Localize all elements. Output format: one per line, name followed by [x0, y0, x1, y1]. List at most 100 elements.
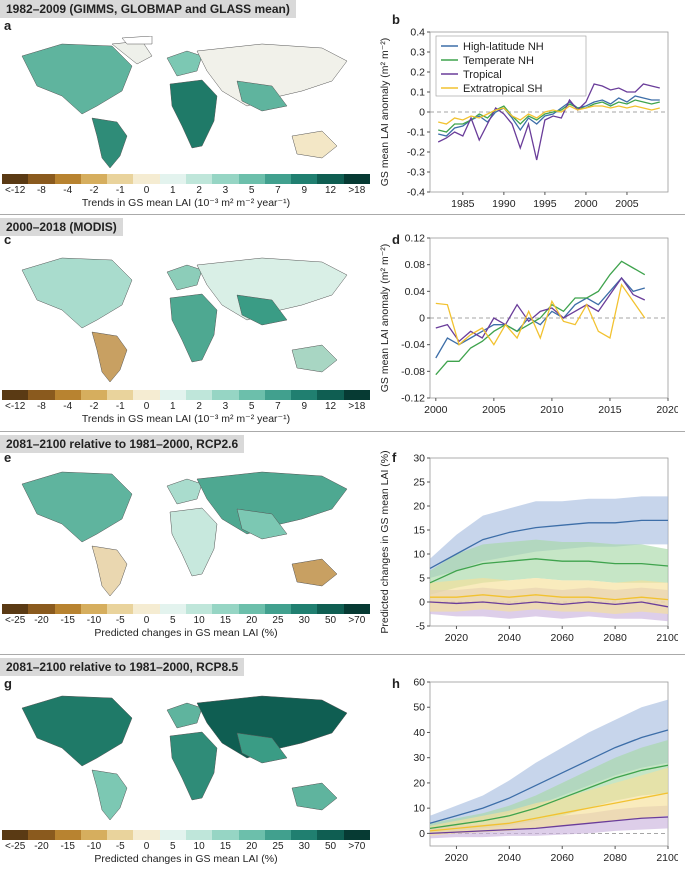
colorbar-swatch — [107, 174, 134, 184]
colorbar-swatch — [133, 390, 160, 400]
colorbar-tick-label: 50 — [324, 615, 337, 626]
x-tick-label: 1985 — [451, 198, 475, 210]
colorbar-swatch — [343, 830, 370, 840]
colorbar-tick-label: -8 — [36, 401, 46, 412]
colorbar-swatch — [107, 830, 134, 840]
panel-letter-g: g — [4, 676, 12, 691]
x-tick-label: 2080 — [603, 852, 627, 864]
y-tick-label: 0.04 — [405, 286, 426, 298]
colorbar-tick-label: 0 — [143, 185, 150, 196]
y-tick-label: 15 — [413, 525, 425, 537]
colorbar-swatch — [133, 604, 160, 614]
series-line — [435, 277, 645, 359]
colorbar-ticks: <-12 -8 -4 -2 -1 0 1 2 3 5 7 9 12 >18 — [2, 401, 370, 412]
colorbar-swatch — [159, 604, 186, 614]
series-line — [429, 729, 669, 824]
colorbar-swatch — [107, 604, 134, 614]
continents — [21, 36, 348, 169]
legend-label: High-latitude NH — [463, 41, 544, 53]
series-line — [435, 260, 646, 376]
series-line — [435, 283, 646, 346]
colorbar-tick-label: -5 — [115, 615, 125, 626]
colorbar-tick-label: 25 — [272, 615, 284, 626]
panel-letter-c: c — [4, 232, 12, 247]
colorbar-trend-1: <-12 -8 -4 -2 -1 0 1 2 3 5 7 9 12 >18 Trends in GS me… — [2, 174, 370, 209]
colorbar-swatch — [80, 174, 108, 184]
y-tick-label: 0 — [419, 597, 425, 609]
series-line — [429, 558, 669, 584]
colorbar-swatches — [2, 604, 370, 614]
colorbar-tick-label: 12 — [324, 401, 337, 412]
colorbar-tick-label: 30 — [298, 615, 310, 626]
colorbar-tick-label: -5 — [115, 841, 125, 852]
section-title-3: 2081–2100 relative to 1981–2000, RCP2.6 — [0, 435, 245, 453]
colorbar-ticks: <-12 -8 -4 -2 -1 0 1 2 3 5 7 9 12 >18 — [2, 185, 370, 196]
x-tick-label: 2000 — [574, 198, 598, 210]
colorbar-ticks: <-25 -20 -15 -10 -5 0 5 10 15 20 25 30 50 >70 — [2, 841, 370, 852]
colorbar-swatch — [107, 390, 134, 400]
y-tick-label: 0.1 — [410, 87, 425, 99]
colorbar-tick-label: <-12 — [4, 185, 26, 196]
y-tick-label: 0.12 — [405, 233, 426, 245]
colorbar-swatch — [264, 830, 292, 840]
colorbar-swatch — [238, 604, 265, 614]
colorbar-tick-label: 1 — [170, 185, 176, 196]
panel-letter-d: d — [392, 232, 400, 247]
world-map-trend-2000-2018 — [21, 257, 348, 383]
y-axis-label: GS mean LAI anomaly (m² m⁻²) — [379, 244, 391, 393]
y-tick-label: -0.1 — [407, 127, 425, 139]
y-tick-label: 0.2 — [410, 67, 425, 79]
y-tick-label: 30 — [413, 453, 425, 465]
series-line — [429, 519, 668, 569]
y-tick-label: 60 — [413, 677, 425, 689]
x-tick-label: 2060 — [551, 852, 575, 864]
colorbar-tick-label: >18 — [348, 185, 366, 196]
y-tick-label: 10 — [413, 803, 425, 815]
colorbar-tick-label: >70 — [348, 615, 366, 626]
x-tick-label: 2060 — [551, 632, 575, 644]
colorbar-tick-label: -10 — [86, 841, 102, 852]
colorbar-tick-label: 3 — [222, 185, 229, 196]
colorbar-tick-label: 7 — [275, 401, 281, 412]
colorbar-tick-label: 12 — [324, 185, 337, 196]
colorbar-caption: Predicted changes in GS mean LAI (%) — [94, 853, 278, 865]
y-tick-label: 0 — [419, 313, 425, 325]
colorbar-tick-label: >18 — [348, 401, 366, 412]
uncertainty-band — [430, 740, 668, 834]
x-tick-label: 2010 — [540, 404, 564, 416]
panel-letter-b: b — [392, 12, 400, 27]
colorbar-tick-label: 2 — [196, 185, 202, 196]
x-tick-label: 2020 — [445, 632, 469, 644]
colorbar-swatch — [264, 390, 292, 400]
colorbar-tick-label: 15 — [219, 615, 231, 626]
section-divider — [0, 431, 685, 432]
colorbar-swatch — [264, 174, 292, 184]
colorbar-swatch — [159, 174, 186, 184]
colorbar-caption: Trends in GS mean LAI (10⁻³ m² m⁻² year⁻… — [81, 197, 291, 209]
x-tick-label: 1995 — [533, 198, 557, 210]
colorbar-tick-label: -15 — [60, 841, 75, 852]
y-tick-label: -0.04 — [401, 339, 425, 351]
colorbar-tick-label: -20 — [34, 615, 49, 626]
colorbar-swatch — [54, 390, 81, 400]
colorbar-swatch — [317, 604, 344, 614]
uncertainty-band — [430, 699, 668, 831]
y-tick-label: -0.2 — [407, 147, 425, 159]
y-tick-label: 0.4 — [410, 27, 425, 39]
colorbar-tick-label: 50 — [324, 841, 337, 852]
colorbar-tick-label: -10 — [86, 615, 102, 626]
colorbar-swatch — [291, 604, 318, 614]
colorbar-tick-label: -4 — [63, 401, 73, 412]
colorbar-swatch — [291, 830, 318, 840]
colorbar-change-2: <-25 -20 -15 -10 -5 0 5 10 15 20 25 30 50 >70 Predict… — [2, 830, 370, 865]
section-title-2: 2000–2018 (MODIS) — [0, 218, 123, 236]
colorbar-swatch — [54, 604, 81, 614]
y-tick-label: -0.08 — [401, 366, 425, 378]
colorbar-swatch — [291, 174, 318, 184]
colorbar-swatch — [317, 830, 344, 840]
chart-b-lai-anomaly-1982-2009: -0.4 -0.3 -0.2 -0.1 0 0.1 0.2 0.3 0.4 1985 1990 199… — [379, 27, 669, 210]
world-map-trend-1982-2009 — [21, 36, 348, 169]
y-axis-label: GS mean LAI anomaly (m² m⁻²) — [379, 38, 391, 187]
y-tick-label: 10 — [413, 549, 425, 561]
colorbar-swatch — [343, 174, 370, 184]
